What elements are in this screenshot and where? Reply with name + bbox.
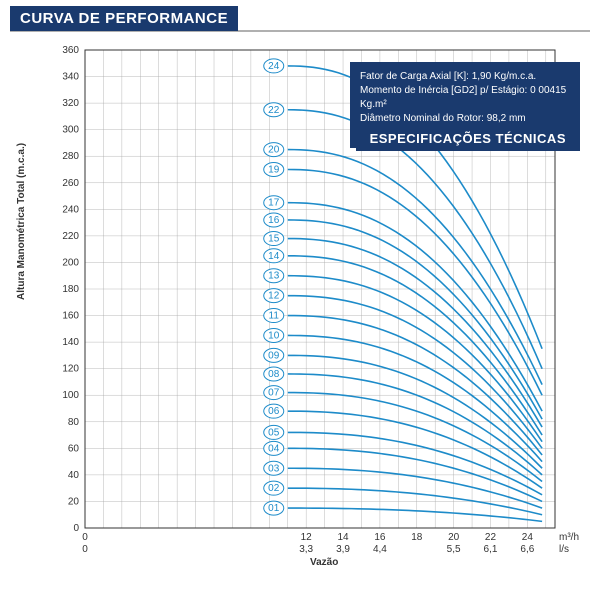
svg-text:180: 180 bbox=[62, 284, 79, 295]
svg-text:3,3: 3,3 bbox=[299, 544, 313, 555]
svg-text:19: 19 bbox=[268, 165, 280, 176]
chart-container: 0204060801001201401601802002202402602803… bbox=[20, 40, 580, 570]
svg-text:160: 160 bbox=[62, 311, 79, 322]
svg-text:20: 20 bbox=[68, 496, 80, 507]
svg-text:05: 05 bbox=[268, 427, 280, 438]
svg-text:0: 0 bbox=[82, 544, 88, 555]
svg-text:4,4: 4,4 bbox=[373, 544, 387, 555]
svg-text:24: 24 bbox=[268, 61, 280, 72]
svg-text:12: 12 bbox=[268, 291, 280, 302]
svg-text:320: 320 bbox=[62, 98, 79, 109]
svg-text:300: 300 bbox=[62, 125, 79, 136]
svg-text:60: 60 bbox=[68, 443, 80, 454]
svg-text:260: 260 bbox=[62, 178, 79, 189]
svg-text:17: 17 bbox=[268, 198, 280, 209]
svg-text:12: 12 bbox=[301, 532, 313, 543]
svg-text:22: 22 bbox=[268, 105, 280, 116]
svg-text:22: 22 bbox=[485, 532, 497, 543]
svg-text:200: 200 bbox=[62, 257, 79, 268]
svg-text:340: 340 bbox=[62, 72, 79, 83]
svg-text:03: 03 bbox=[268, 463, 280, 474]
spec-line-1: Fator de Carga Axial [K]: 1,90 Kg/m.c.a. bbox=[360, 70, 570, 84]
svg-text:07: 07 bbox=[268, 388, 280, 399]
spec-line-2: Momento de Inércia [GD2] p/ Estágio: 0 0… bbox=[360, 84, 570, 112]
svg-text:m³/h: m³/h bbox=[559, 532, 579, 543]
svg-text:0: 0 bbox=[82, 532, 88, 543]
svg-text:24: 24 bbox=[522, 532, 534, 543]
svg-text:04: 04 bbox=[268, 443, 280, 454]
svg-text:l/s: l/s bbox=[559, 544, 569, 555]
svg-text:140: 140 bbox=[62, 337, 79, 348]
svg-text:16: 16 bbox=[268, 215, 280, 226]
svg-text:80: 80 bbox=[68, 417, 80, 428]
svg-text:20: 20 bbox=[448, 532, 460, 543]
svg-text:10: 10 bbox=[268, 330, 280, 341]
svg-text:5,5: 5,5 bbox=[447, 544, 461, 555]
svg-text:18: 18 bbox=[411, 532, 423, 543]
svg-text:3,9: 3,9 bbox=[336, 544, 350, 555]
svg-text:20: 20 bbox=[268, 145, 280, 156]
svg-text:08: 08 bbox=[268, 369, 280, 380]
spec-line-3: Diâmetro Nominal do Rotor: 98,2 mm bbox=[360, 112, 570, 126]
svg-text:6,1: 6,1 bbox=[484, 544, 498, 555]
svg-text:120: 120 bbox=[62, 364, 79, 375]
svg-text:11: 11 bbox=[269, 311, 280, 322]
svg-text:16: 16 bbox=[374, 532, 386, 543]
svg-text:360: 360 bbox=[62, 45, 79, 56]
page-title: CURVA DE PERFORMANCE bbox=[10, 6, 590, 31]
svg-text:01: 01 bbox=[268, 503, 280, 514]
svg-text:6,6: 6,6 bbox=[520, 544, 534, 555]
x-axis-label: Vazão bbox=[310, 557, 338, 568]
title-text: CURVA DE PERFORMANCE bbox=[10, 6, 238, 31]
svg-text:13: 13 bbox=[268, 271, 280, 282]
spec-tab: ESPECIFICAÇÕES TÉCNICAS bbox=[356, 126, 580, 151]
svg-text:40: 40 bbox=[68, 470, 80, 481]
svg-text:100: 100 bbox=[62, 390, 79, 401]
svg-text:06: 06 bbox=[268, 406, 280, 417]
svg-text:220: 220 bbox=[62, 231, 79, 242]
svg-text:0: 0 bbox=[73, 523, 79, 534]
y-axis-label: Altura Manométrica Total (m.c.a.) bbox=[16, 143, 27, 300]
svg-text:14: 14 bbox=[268, 251, 280, 262]
svg-text:09: 09 bbox=[268, 350, 280, 361]
svg-text:15: 15 bbox=[268, 234, 280, 245]
svg-text:14: 14 bbox=[337, 532, 349, 543]
svg-text:240: 240 bbox=[62, 204, 79, 215]
svg-text:02: 02 bbox=[268, 483, 280, 494]
svg-text:280: 280 bbox=[62, 151, 79, 162]
